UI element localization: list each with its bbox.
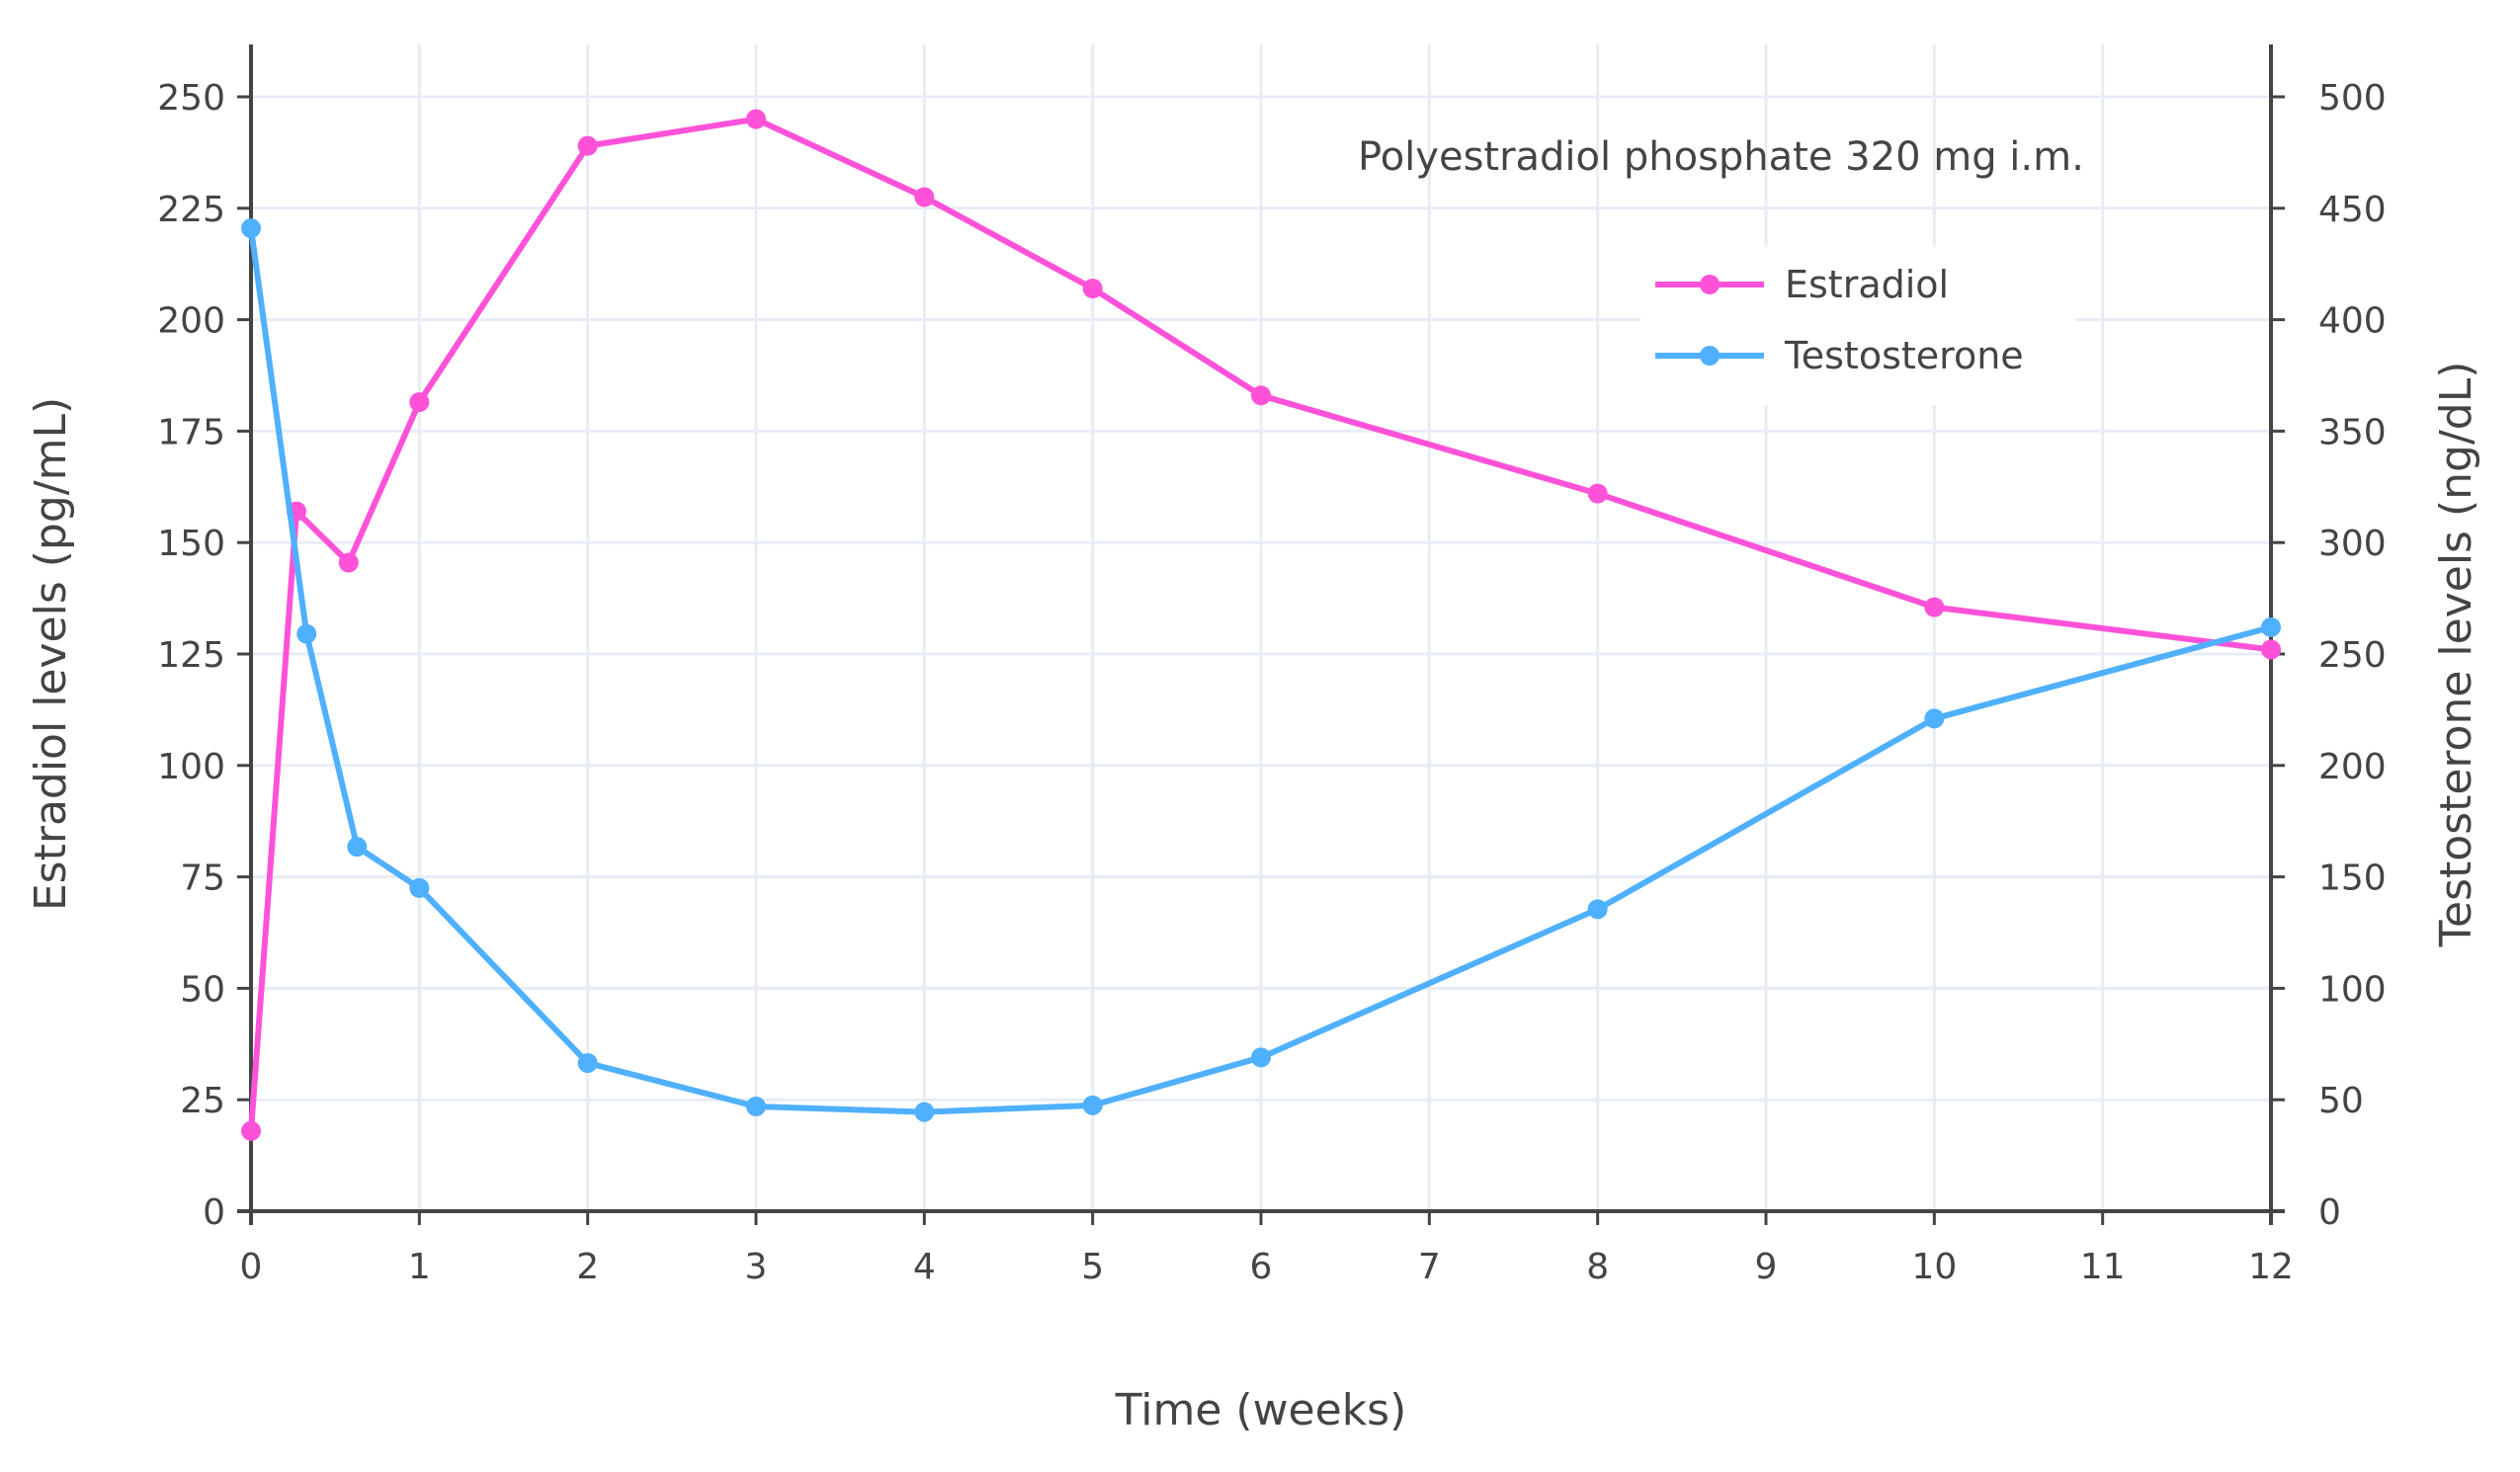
legend-testosterone-label: Testosterone xyxy=(1784,334,2024,377)
testosterone-line xyxy=(248,227,2272,1115)
x-tick-label: 3 xyxy=(745,1247,768,1287)
testosterone-point xyxy=(2261,616,2281,637)
testosterone-point xyxy=(241,218,261,239)
testosterone-point xyxy=(914,1102,935,1122)
testosterone-point xyxy=(746,1096,766,1116)
estradiol-point xyxy=(746,109,766,129)
x-tick-label: 5 xyxy=(1081,1247,1104,1287)
y-left-tick-label: 50 xyxy=(180,969,225,1010)
y-right-tick-label: 350 xyxy=(2318,412,2387,452)
estradiol-point xyxy=(1587,483,1608,504)
y-left-tick-label: 125 xyxy=(157,635,225,676)
testosterone-point xyxy=(1587,899,1608,920)
estradiol-point xyxy=(1082,279,1103,299)
y-right-tick-label: 100 xyxy=(2318,969,2387,1010)
y-left-tick-label: 225 xyxy=(157,190,225,230)
x-tick-label: 7 xyxy=(1418,1247,1441,1287)
testosterone-point xyxy=(577,1052,598,1073)
legend-testosterone-marker xyxy=(1700,346,1720,366)
y-left-tick-label: 250 xyxy=(157,78,225,119)
x-tick-label: 4 xyxy=(913,1247,936,1287)
y-right-tick-label: 200 xyxy=(2318,747,2387,787)
x-tick-label: 8 xyxy=(1586,1247,1609,1287)
y-right-tick-label: 300 xyxy=(2318,524,2387,564)
testosterone-point xyxy=(347,837,368,858)
y-left-tick-label: 200 xyxy=(157,301,225,342)
x-axis-title: Time (weeks) xyxy=(1115,1385,1407,1435)
y-axis-right-title: Testosterone levels (ng/dL) xyxy=(2431,362,2481,948)
y-right-tick-label: 50 xyxy=(2318,1081,2364,1121)
x-tick-label: 0 xyxy=(240,1247,263,1287)
testosterone-point xyxy=(409,877,430,898)
testosterone-point xyxy=(1924,708,1945,729)
axes: 0 1 2 3 4 5 6 7 8 9 10 11 12025507510012515017520022… xyxy=(157,44,2387,1287)
estradiol-point xyxy=(577,135,598,156)
annotation: Polyestradiol phosphate 320 mg i.m. xyxy=(1358,134,2084,180)
x-tick-label: 1 xyxy=(408,1247,431,1287)
estradiol-point xyxy=(409,392,430,413)
estradiol-point xyxy=(241,1120,261,1141)
y-left-tick-label: 0 xyxy=(203,1192,225,1233)
y-right-tick-label: 250 xyxy=(2318,635,2387,676)
testosterone-point xyxy=(296,623,317,644)
x-tick-label: 2 xyxy=(576,1247,599,1287)
estradiol-point xyxy=(2261,639,2281,660)
y-left-tick-label: 100 xyxy=(157,747,225,787)
y-right-tick-label: 500 xyxy=(2318,78,2387,119)
legend-estradiol-marker xyxy=(1700,275,1720,294)
legend: Estradiol Testosterone xyxy=(1655,263,2024,377)
y-axis-left-title: Estradiol levels (pg/mL) xyxy=(26,397,76,911)
legend-estradiol-label: Estradiol xyxy=(1785,263,1949,306)
estradiol-point xyxy=(914,187,935,207)
estradiol-point xyxy=(1251,385,1271,406)
y-right-tick-label: 0 xyxy=(2318,1192,2341,1233)
estradiol-line xyxy=(248,116,2272,1132)
y-right-tick-label: 150 xyxy=(2318,859,2387,899)
legend-background xyxy=(1640,247,2075,405)
y-left-tick-label: 75 xyxy=(180,859,225,899)
y-left-tick-label: 25 xyxy=(180,1081,225,1121)
y-right-tick-label: 400 xyxy=(2318,301,2387,342)
x-tick-label: 10 xyxy=(1911,1247,1957,1287)
estradiol-point xyxy=(1924,597,1945,617)
y-right-tick-label: 450 xyxy=(2318,190,2387,230)
x-tick-label: 11 xyxy=(2080,1247,2126,1287)
x-tick-label: 9 xyxy=(1755,1247,1778,1287)
y-left-tick-label: 175 xyxy=(157,412,225,452)
y-left-tick-label: 150 xyxy=(157,524,225,564)
x-tick-label: 12 xyxy=(2248,1247,2294,1287)
testosterone-point xyxy=(1251,1047,1271,1068)
estradiol-point xyxy=(338,552,359,573)
grid xyxy=(251,44,2271,1211)
x-tick-label: 6 xyxy=(1250,1247,1273,1287)
testosterone-point xyxy=(1082,1095,1103,1115)
series-layer xyxy=(241,109,2281,1141)
